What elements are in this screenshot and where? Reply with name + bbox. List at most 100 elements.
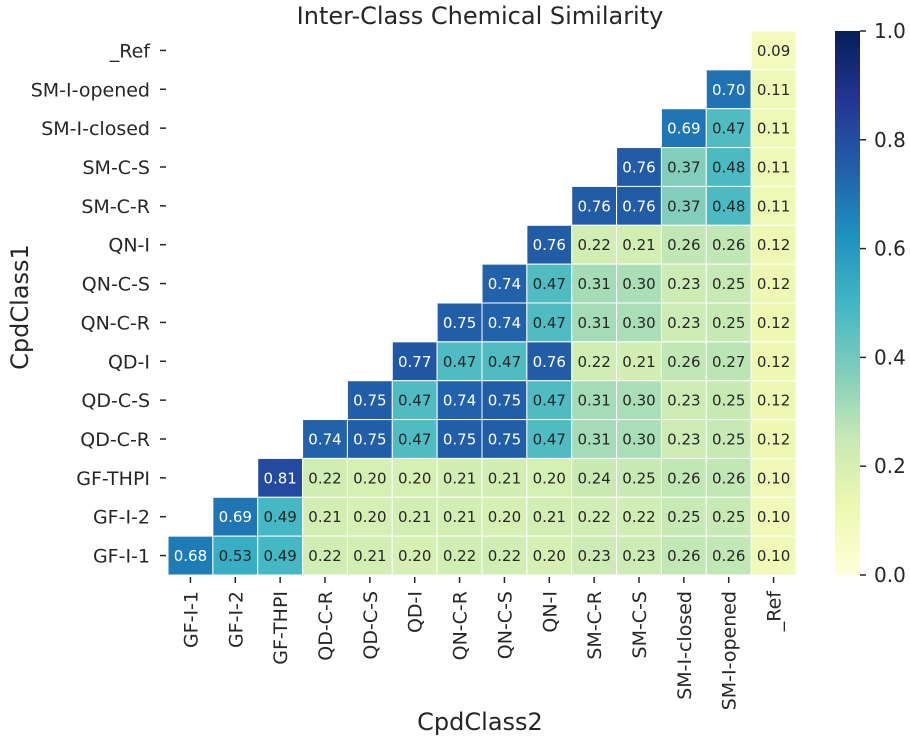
heatmap-cell [616, 535, 662, 576]
cell-value-label: 0.22 [308, 469, 341, 487]
heatmap-cell [526, 419, 573, 459]
y-tick-label: QD-I [108, 351, 150, 373]
colorbar-tick-label: 0.2 [874, 454, 906, 478]
heatmap-cell [705, 535, 752, 576]
cell-value-label: 0.23 [577, 547, 610, 565]
heatmap-cell [481, 535, 528, 576]
cell-value-label: 0.37 [667, 158, 700, 176]
heatmap-cell [346, 380, 393, 421]
cell-value-label: 0.09 [757, 42, 790, 60]
heatmap-cell [660, 224, 707, 265]
heatmap-cell [481, 496, 528, 537]
cell-value-label: 0.70 [712, 81, 745, 99]
cell-value-label: 0.69 [667, 120, 700, 138]
cell-value-label: 0.23 [667, 314, 700, 332]
cell-value-label: 0.21 [353, 547, 386, 565]
cell-value-label: 0.74 [488, 314, 521, 332]
cell-value-label: 0.21 [308, 508, 341, 526]
cell-value-label: 0.21 [398, 508, 431, 526]
heatmap-cell [481, 380, 528, 421]
heatmap-cell [616, 457, 662, 498]
heatmap-cell [391, 457, 438, 498]
cell-value-label: 0.26 [712, 236, 745, 254]
heatmap-cell [526, 341, 573, 382]
cell-value-label: 0.30 [622, 430, 655, 448]
cell-value-label: 0.69 [219, 508, 252, 526]
colorbar-ticks: 0.0 0.2 0.4 0.6 0.8 1.0 [860, 19, 906, 587]
y-tick-label: QN-C-S [82, 274, 150, 296]
heatmap-cell [346, 457, 393, 498]
cell-value-label: 0.21 [533, 508, 566, 526]
cell-value-label: 0.20 [533, 547, 566, 565]
cell-value-label: 0.76 [533, 353, 566, 371]
cell-value-label: 0.20 [398, 469, 431, 487]
cell-value-label: 0.12 [757, 353, 790, 371]
heatmap-cell [167, 535, 214, 576]
y-tick-label: SM-C-S [83, 157, 151, 179]
cell-value-label: 0.48 [712, 197, 745, 215]
heatmap-cell [705, 224, 752, 265]
heatmap-cell [750, 380, 797, 421]
colorbar-tick-label: 0.4 [874, 345, 906, 369]
heatmap-cell [526, 380, 573, 421]
cell-value-label: 0.49 [263, 547, 296, 565]
x-tick-label: QD-C-S [360, 591, 382, 660]
cell-value-label: 0.11 [757, 81, 790, 99]
heatmap-cells: 0.09 0.70 0.11 0.69 0.47 0.11 0.76 0.37 0.48 0.11… [167, 30, 797, 576]
heatmap-cell [616, 185, 662, 226]
heatmap-cell [346, 535, 393, 576]
cell-value-label: 0.25 [712, 430, 745, 448]
heatmap-cell [302, 496, 348, 537]
x-tick-label: SM-C-R [584, 591, 606, 660]
heatmap-cell [571, 224, 618, 265]
heatmap-cell [571, 380, 618, 421]
heatmap-cell [391, 496, 438, 537]
cell-value-label: 0.76 [577, 197, 610, 215]
colorbar-tick-label: 0.0 [874, 563, 906, 587]
cell-value-label: 0.10 [757, 508, 790, 526]
cell-value-label: 0.26 [667, 469, 700, 487]
heatmap-cell [436, 535, 483, 576]
heatmap-cell [750, 496, 797, 537]
y-tick-label: GF-I-2 [93, 507, 150, 529]
cell-value-label: 0.22 [577, 353, 610, 371]
cell-value-label: 0.26 [712, 469, 745, 487]
heatmap-cell [616, 496, 662, 537]
heatmap-cell [571, 457, 618, 498]
heatmap-cell [705, 185, 752, 226]
heatmap-cell [660, 341, 707, 382]
cell-value-label: 0.21 [622, 353, 655, 371]
cell-value-label: 0.11 [757, 197, 790, 215]
cell-value-label: 0.37 [667, 197, 700, 215]
cell-value-label: 0.81 [263, 469, 296, 487]
cell-value-label: 0.75 [443, 430, 476, 448]
cell-value-label: 0.53 [219, 547, 252, 565]
heatmap-cell [526, 457, 573, 498]
cell-value-label: 0.20 [533, 469, 566, 487]
cell-value-label: 0.47 [533, 392, 566, 410]
heatmap-cell [302, 457, 348, 498]
x-tick-label: SM-I-opened [719, 591, 741, 710]
cell-value-label: 0.20 [398, 547, 431, 565]
cell-value-label: 0.48 [712, 158, 745, 176]
cell-value-label: 0.23 [667, 275, 700, 293]
cell-value-label: 0.22 [622, 508, 655, 526]
cell-value-label: 0.31 [577, 392, 610, 410]
heatmap-cell [750, 457, 797, 498]
cell-value-label: 0.21 [443, 508, 476, 526]
x-tick-label: QN-C-R [450, 591, 472, 660]
heatmap-cell [391, 341, 438, 382]
cell-value-label: 0.22 [308, 547, 341, 565]
cell-value-label: 0.11 [757, 120, 790, 138]
heatmap-cell [481, 263, 528, 304]
y-tick-label: SM-I-opened [31, 79, 150, 101]
cell-value-label: 0.12 [757, 236, 790, 254]
y-tick-label: SM-I-closed [41, 118, 150, 140]
y-tick-label: GF-THPI [76, 468, 150, 490]
cell-value-label: 0.26 [667, 236, 700, 254]
y-tick-label: QN-C-R [81, 312, 150, 334]
cell-value-label: 0.21 [488, 469, 521, 487]
cell-value-label: 0.22 [577, 236, 610, 254]
cell-value-label: 0.20 [488, 508, 521, 526]
